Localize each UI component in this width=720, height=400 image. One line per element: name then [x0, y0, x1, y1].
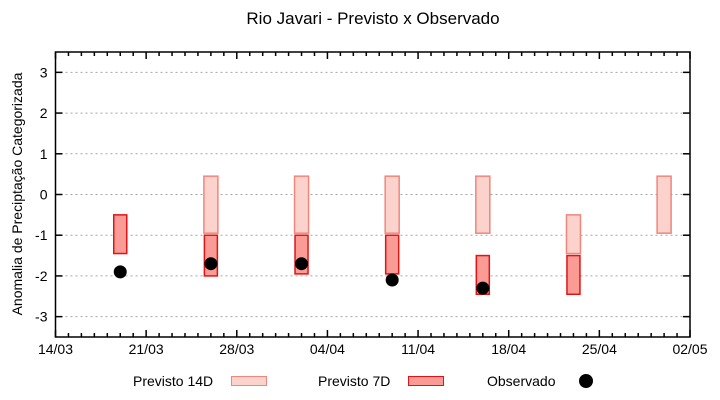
chart-title: Rio Javari - Previsto x Observado — [246, 9, 500, 28]
y-tick-label: -3 — [35, 309, 48, 325]
observado-point — [476, 281, 490, 295]
bar-previsto-7d — [566, 254, 581, 295]
y-tick-label: 2 — [40, 105, 48, 121]
y-tick-label: -2 — [35, 268, 48, 284]
x-tick-label: 18/04 — [491, 341, 526, 357]
legend-label-observado: Observado — [487, 373, 556, 389]
y-tick-label: -1 — [35, 227, 48, 243]
x-tick-label: 21/03 — [129, 341, 164, 357]
legend-item-previsto-14d: Previsto 14D — [133, 373, 268, 389]
observado-point — [295, 257, 309, 271]
bar-previsto-14d — [384, 175, 400, 234]
bar-previsto-14d — [565, 214, 582, 255]
observado-point — [204, 257, 218, 271]
bar-previsto-7d — [384, 234, 400, 275]
bar-previsto-7d — [112, 214, 128, 255]
legend-swatch-previsto-7d — [408, 376, 445, 386]
plot-border — [54, 51, 691, 338]
x-tick-label: 02/05 — [672, 341, 707, 357]
legend-label-previsto-7d: Previsto 7D — [318, 373, 391, 389]
legend-item-previsto-7d: Previsto 7D — [318, 373, 445, 389]
x-tick-label: 04/04 — [310, 341, 345, 357]
y-tick-label: 0 — [40, 187, 48, 203]
legend-item-observado: Observado — [487, 373, 594, 389]
x-tick-label: 28/03 — [219, 341, 254, 357]
bar-previsto-14d — [475, 175, 491, 234]
legend-dot-observado-icon — [579, 374, 594, 388]
bar-previsto-14d — [293, 175, 310, 234]
bar-previsto-14d — [203, 175, 219, 234]
observado-point — [385, 273, 399, 287]
bar-previsto-14d — [656, 175, 672, 234]
y-tick-label: 1 — [40, 146, 48, 162]
legend-swatch-previsto-14d — [231, 376, 268, 386]
x-tick-label: 25/04 — [582, 341, 617, 357]
y-tick-label: 3 — [40, 64, 48, 80]
observado-point — [113, 265, 127, 279]
x-tick-label: 11/04 — [401, 341, 435, 357]
x-tick-label: 14/03 — [38, 341, 73, 357]
legend-label-previsto-14d: Previsto 14D — [133, 373, 214, 389]
